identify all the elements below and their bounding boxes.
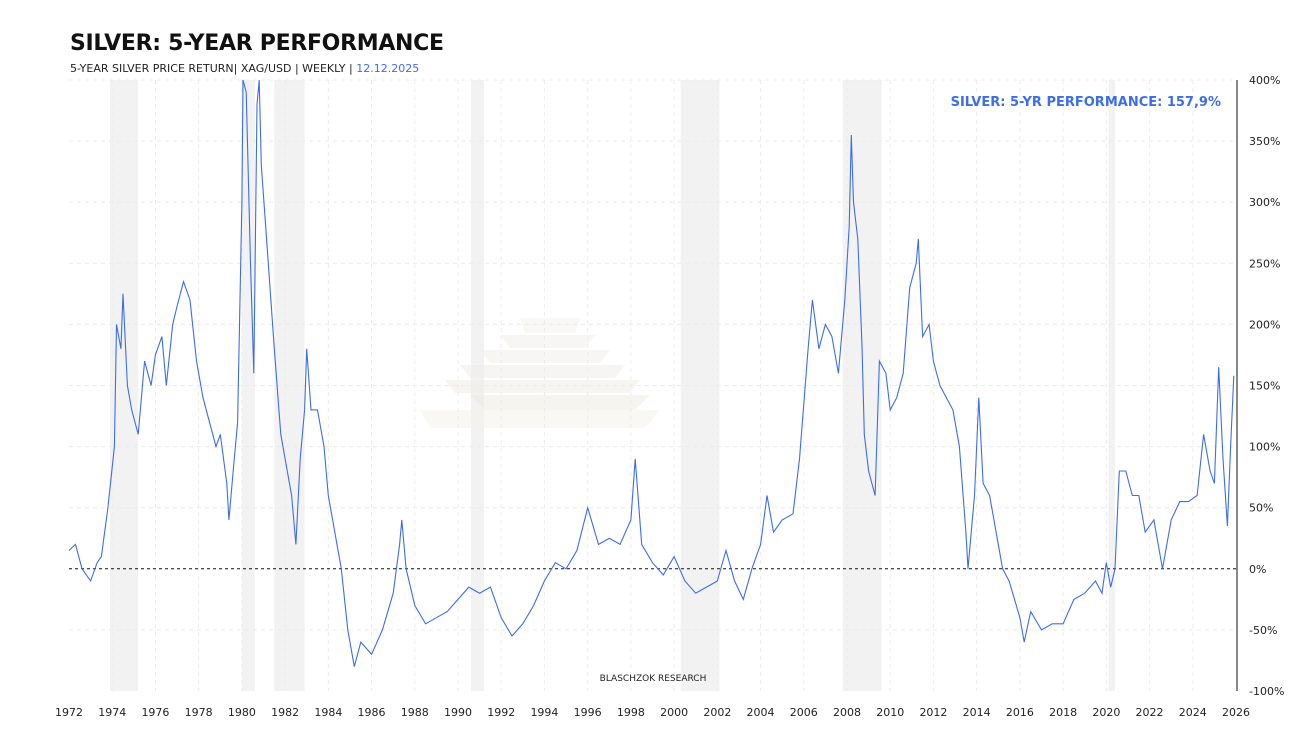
x-tick-label: 1982 [271,706,299,719]
x-tick-label: 2026 [1222,706,1250,719]
y-tick-label: 150% [1249,380,1280,393]
x-tick-label: 1996 [574,706,602,719]
chart-title: SILVER: 5-YEAR PERFORMANCE [70,31,444,56]
credit-label: BLASCHZOK RESEARCH [600,674,707,684]
x-tick-label: 2024 [1179,706,1207,719]
y-tick-label: -100% [1249,685,1284,698]
x-tick-label: 2014 [963,706,991,719]
x-tick-label: 2020 [1092,706,1120,719]
x-tick-label: 1998 [617,706,645,719]
x-tick-label: 1994 [530,706,558,719]
y-tick-label: 300% [1249,196,1280,209]
y-tick-label: 0% [1249,563,1266,576]
x-tick-label: 2004 [747,706,775,719]
x-tick-label: 1972 [55,706,83,719]
series-line-silver-5yr-return [68,79,1235,667]
x-tick-label: 1988 [401,706,429,719]
x-tick-label: 1974 [98,706,126,719]
y-tick-label: 200% [1249,318,1280,331]
watermark-logo [420,318,660,428]
subtitle-text: 5-YEAR SILVER PRICE RETURN| XAG/USD | WE… [70,62,357,75]
x-tick-label: 1980 [228,706,256,719]
y-tick-label: 100% [1249,441,1280,454]
x-tick-label: 1984 [314,706,342,719]
x-tick-label: 2018 [1049,706,1077,719]
x-tick-label: 2006 [790,706,818,719]
x-tick-label: 2008 [833,706,861,719]
x-tick-label: 2022 [1136,706,1164,719]
y-tick-label: 50% [1249,502,1273,515]
x-tick-label: 2000 [660,706,688,719]
x-tick-label: 1986 [358,706,386,719]
chart-subtitle: 5-YEAR SILVER PRICE RETURN| XAG/USD | WE… [70,62,419,75]
y-tick-label: 400% [1249,74,1280,87]
x-tick-label: 1976 [141,706,169,719]
subtitle-date: 12.12.2025 [356,62,420,75]
x-tick-label: 2016 [1006,706,1034,719]
x-tick-label: 1992 [487,706,515,719]
x-tick-label: 2002 [703,706,731,719]
x-tick-label: 2012 [919,706,947,719]
y-axis: 400% 350% 300% 250% 200% 150% 100% 50% 0% -50% -10… [1249,74,1284,698]
x-axis: 1972 1974 1976 1978 1980 1982 1984 1986 1988 1990… [55,706,1250,719]
y-tick-label: 250% [1249,257,1280,270]
x-tick-label: 2010 [876,706,904,719]
x-tick-label: 1990 [444,706,472,719]
y-tick-label: 350% [1249,135,1280,148]
performance-annotation: SILVER: 5-YR PERFORMANCE: 157,9% [951,95,1221,110]
y-tick-label: -50% [1249,624,1277,637]
x-tick-label: 1978 [185,706,213,719]
